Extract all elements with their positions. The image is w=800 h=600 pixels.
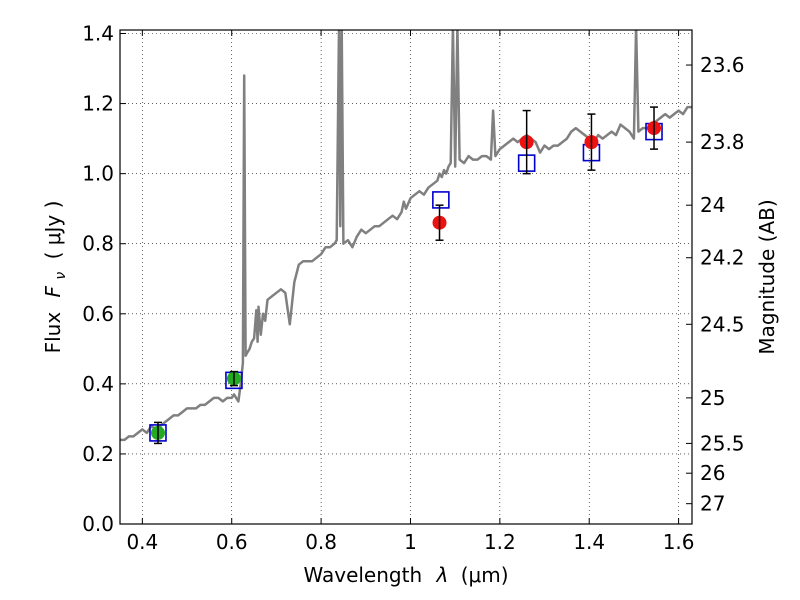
right-tick-label: 23.8 (700, 130, 745, 154)
x-tick-label: 1.6 (663, 530, 695, 554)
y-tick-label: 1.0 (82, 162, 114, 186)
model-photometry (149, 122, 663, 442)
x-tick-label: 1 (404, 530, 417, 554)
x-tick-label: 0.6 (216, 530, 248, 554)
right-tick-label: 23.6 (700, 53, 745, 77)
right-tick-label: 24.2 (700, 246, 745, 270)
x-axis-ticks: 0.4 0.6 0.8 1 1.2 1.4 1.6 (126, 30, 695, 554)
y-tick-label: 0.6 (82, 302, 114, 326)
right-axis-label: Magnitude (AB) (755, 199, 779, 354)
right-tick-label: 27 (700, 492, 725, 516)
spectrum-line (120, 30, 692, 442)
right-tick-label: 24.5 (700, 312, 745, 336)
right-tick-label: 25 (700, 386, 725, 410)
y-tick-label: 1.2 (82, 92, 114, 116)
model-photometry-box (432, 191, 450, 209)
y-axis-label: Flux F ν ( μJy ) (41, 201, 70, 354)
grid (120, 30, 692, 525)
x-tick-label: 1.2 (484, 530, 516, 554)
right-tick-label: 25.5 (700, 431, 745, 455)
x-tick-label: 0.4 (126, 530, 158, 554)
y-tick-label: 0.2 (82, 442, 114, 466)
x-axis-label: Wavelength λ (μm) (303, 563, 508, 587)
x-label-text: Wavelength (303, 563, 422, 587)
x-label-symbol: λ (436, 563, 449, 587)
plot-frame (119, 29, 693, 525)
right-axis-ticks: 23.6 23.8 24 24.2 24.5 25 25.5 26 27 (686, 53, 745, 516)
y-tick-label: 1.4 (82, 22, 114, 46)
y-label-subscript: ν (53, 272, 69, 280)
right-tick-label: 26 (700, 461, 725, 485)
observed-photometry (150, 106, 662, 445)
y-tick-label: 0.0 (82, 512, 114, 536)
y-label-text: Flux (41, 312, 65, 354)
y-axis-ticks: 0.0 0.2 0.4 0.6 0.8 1.0 1.2 1.4 (82, 22, 126, 536)
x-tick-label: 1.4 (573, 530, 605, 554)
x-label-unit: (μm) (461, 563, 509, 587)
y-label-symbol: F (41, 285, 65, 297)
y-tick-label: 0.8 (82, 232, 114, 256)
model-spectrum (120, 30, 692, 442)
right-tick-label: 24 (700, 193, 725, 217)
x-tick-label: 0.8 (305, 530, 337, 554)
y-label-unit: ( μJy ) (41, 201, 65, 260)
y-tick-label: 0.4 (82, 372, 114, 396)
